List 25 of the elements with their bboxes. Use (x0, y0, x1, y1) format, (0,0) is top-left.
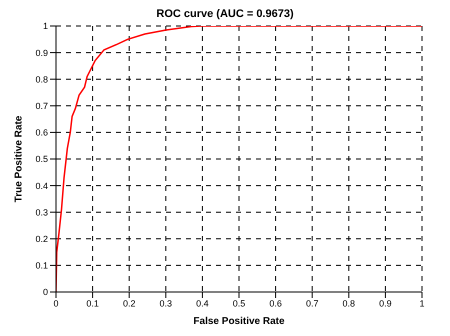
x-tick-label: 0.1 (86, 298, 99, 308)
y-tick-label: 0.7 (35, 100, 48, 111)
y-tick-label: 1 (42, 21, 48, 32)
x-tick-label: 1 (419, 298, 425, 308)
x-axis-title: False Positive Rate (193, 316, 286, 327)
y-tick-label: 0.3 (35, 207, 48, 218)
y-tick-label: 0.4 (35, 180, 48, 191)
y-tick-label: 0.9 (35, 48, 48, 58)
x-tick-label: 0.2 (122, 298, 136, 308)
x-tick-label: 0.3 (160, 298, 172, 308)
y-tick-label: 0.2 (35, 234, 48, 244)
x-tick-label: 0.8 (342, 298, 356, 308)
y-tick-label: 0.5 (35, 154, 48, 164)
y-tick-label: 0.1 (35, 260, 48, 271)
x-tick-label: 0.4 (196, 298, 209, 308)
x-tick-label: 0.9 (379, 298, 392, 308)
y-axis-title: True Positive Rate (14, 115, 25, 202)
y-tick-label: 0.6 (35, 128, 48, 138)
x-tick-label: 0.6 (269, 298, 282, 308)
y-tick-label: 0.8 (35, 74, 48, 84)
x-tick-label: 0.7 (306, 298, 318, 308)
y-tick-label: 0 (42, 287, 48, 298)
x-tick-label: 0.5 (232, 298, 246, 308)
chart-title: ROC curve (AUC = 0.9673) (155, 8, 295, 22)
x-tick-label: 0 (53, 298, 59, 308)
